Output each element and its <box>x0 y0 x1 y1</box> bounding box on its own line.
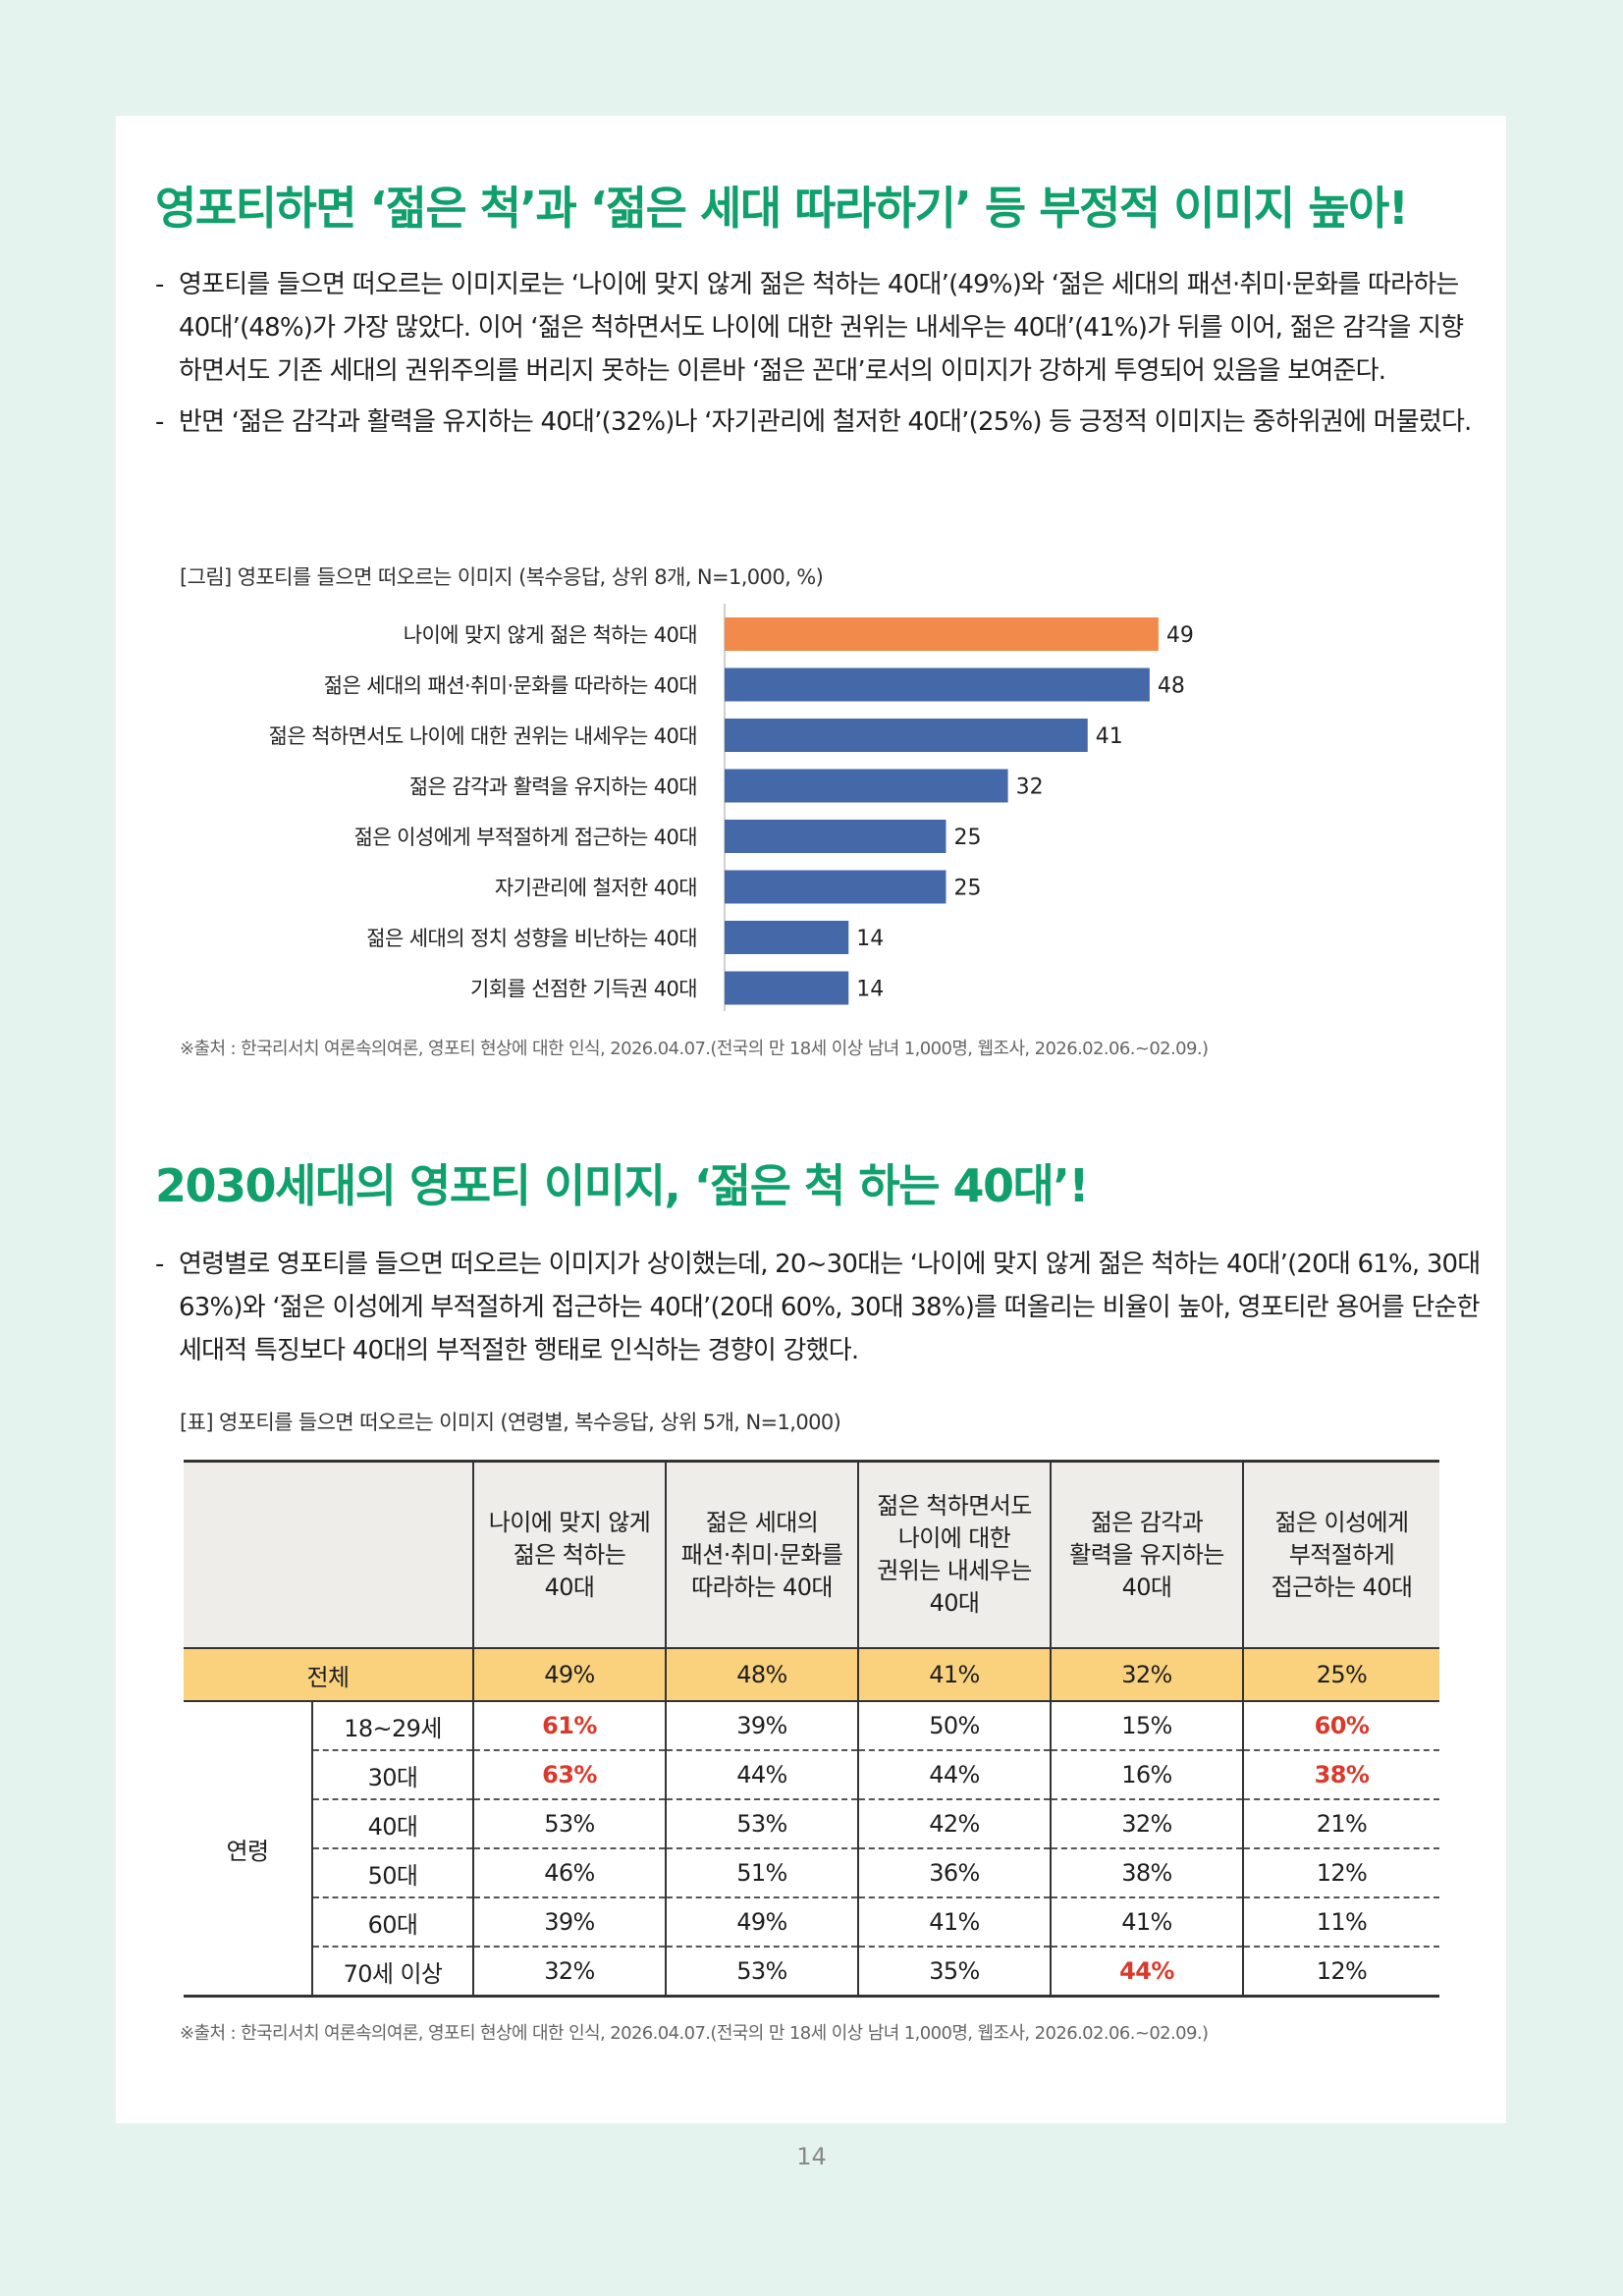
bar-category-label: 젊은 이성에게 부적절하게 접근하는 40대 <box>354 826 697 849</box>
section2-heading: 2030세대의 영포티 이미지, ‘젊은 척 하는 40대’! <box>155 1159 1089 1212</box>
bar-chart: 나이에 맞지 않게 젊은 척하는 40대 49 젊은 세대의 패션·취미·문화를 따… <box>269 604 1194 1011</box>
table-cell: 11% <box>1242 1897 1439 1948</box>
table-cell: 12% <box>1242 1848 1439 1898</box>
bar-category-label: 젊은 감각과 활력을 유지하는 40대 <box>409 775 697 799</box>
table-cell-highlight: 38% <box>1242 1750 1439 1800</box>
table-cell: 41% <box>857 1648 1051 1702</box>
section1-bullet: - 영포티를 들으면 떠오르는 이미지로는 ‘나이에 맞지 않게 젊은 척하는 4… <box>155 270 1464 386</box>
row-label: 50대 <box>311 1848 473 1898</box>
table-cell: 44% <box>665 1750 858 1800</box>
table-cell: 39% <box>665 1701 858 1751</box>
bar-value-label: 14 <box>856 978 884 1002</box>
table-cell: 49% <box>472 1648 666 1702</box>
table-cell: 41% <box>1050 1897 1243 1948</box>
table-total-row: 전체 49% 48% 41% 32% 25% <box>184 1648 1439 1702</box>
table-source: ※출처 : 한국리서치 여론속의여론, 영포티 현상에 대한 인식, 2026.… <box>180 2023 1209 2044</box>
table-header-row: 나이에 맞지 않게 젊은 척하는 40대 젊은 세대의 패션·취미·문화를 따라하는 4… <box>184 1460 1439 1649</box>
bar <box>725 769 1008 803</box>
table-cell: 50% <box>857 1701 1051 1751</box>
table-cell: 53% <box>665 1947 858 1998</box>
table-row: 50대 46% 51% 36% 38% 12% <box>184 1848 1439 1898</box>
table-header-corner <box>184 1460 473 1649</box>
age-table: 나이에 맞지 않게 젊은 척하는 40대 젊은 세대의 패션·취미·문화를 따라하는 4… <box>184 1460 1439 1998</box>
table-cell: 35% <box>857 1947 1051 1998</box>
table-row: 60대 39% 49% 41% 41% 11% <box>184 1897 1439 1948</box>
table-cell: 25% <box>1242 1648 1439 1702</box>
table-cell: 32% <box>472 1947 666 1998</box>
table-cell: 12% <box>1242 1947 1439 1998</box>
group-label: 연령 <box>184 1701 312 1998</box>
row-label: 18~29세 <box>311 1701 473 1751</box>
table-cell: 21% <box>1242 1799 1439 1849</box>
table-cell: 44% <box>857 1750 1051 1800</box>
table-header-cell: 젊은 세대의 패션·취미·문화를 따라하는 40대 <box>665 1460 858 1649</box>
bar-value-label: 32 <box>1016 775 1044 800</box>
table-header-cell: 젊은 이성에게 부적절하게 접근하는 40대 <box>1242 1460 1439 1649</box>
table-cell: 53% <box>665 1799 858 1849</box>
table-header-cell: 젊은 감각과 활력을 유지하는 40대 <box>1050 1460 1243 1649</box>
bar-category-label: 나이에 맞지 않게 젊은 척하는 40대 <box>404 623 697 647</box>
table-row: 연령 18~29세 61% 39% 50% 15% 60% <box>184 1701 1439 1998</box>
section1-bullets: - 영포티를 들으면 떠오르는 이미지로는 ‘나이에 맞지 않게 젊은 척하는 4… <box>155 263 1481 452</box>
table-row: 30대 63% 44% 44% 16% 38% <box>184 1750 1439 1800</box>
section2-bullet: - 연령별로 영포티를 들으면 떠오르는 이미지가 상이했는데, 20~30대는 … <box>155 1250 1481 1365</box>
table-cell: 39% <box>472 1897 666 1948</box>
bar-category-label: 기회를 선점한 기득권 40대 <box>470 978 697 1001</box>
bar <box>725 667 1150 702</box>
table-cell: 16% <box>1050 1750 1243 1800</box>
row-label: 30대 <box>311 1750 473 1800</box>
table-cell: 51% <box>665 1848 858 1898</box>
table-cell-highlight: 61% <box>472 1701 666 1751</box>
table-cell: 42% <box>857 1799 1051 1849</box>
table-cell: 32% <box>1050 1799 1243 1849</box>
section2-bullets: - 연령별로 영포티를 들으면 떠오르는 이미지가 상이했는데, 20~30대는 … <box>155 1243 1481 1380</box>
table-cell: 38% <box>1050 1848 1243 1898</box>
bar-category-label: 젊은 척하면서도 나이에 대한 권위는 내세우는 40대 <box>269 724 697 748</box>
table-cell: 15% <box>1050 1701 1243 1751</box>
bar-value-label: 49 <box>1166 623 1194 648</box>
table-header-cell: 나이에 맞지 않게 젊은 척하는 40대 <box>472 1460 666 1649</box>
bar-value-label: 48 <box>1158 674 1185 699</box>
table-cell: 49% <box>665 1897 858 1948</box>
table-cell: 46% <box>472 1848 666 1898</box>
table-header-cell: 젊은 척하면서도 나이에 대한 권위는 내세우는 40대 <box>857 1460 1051 1649</box>
bar <box>725 870 947 904</box>
bar <box>725 820 947 853</box>
bar-value-label: 14 <box>856 927 884 951</box>
bar <box>725 719 1088 752</box>
table-cell-highlight: 44% <box>1050 1947 1243 1998</box>
figure-source: ※출처 : 한국리서치 여론속의여론, 영포티 현상에 대한 인식, 2026.… <box>180 1039 1209 1059</box>
bar-value-label: 25 <box>953 877 981 901</box>
bar-value-label: 25 <box>953 826 981 850</box>
section1-bullet: - 반면 ‘젊은 감각과 활력을 유지하는 40대’(32%)나 ‘자기관리에 철… <box>155 407 1472 437</box>
bar-category-label: 자기관리에 철저한 40대 <box>495 877 697 900</box>
page-number: 14 <box>796 2143 827 2170</box>
bar-category-label: 젊은 세대의 패션·취미·문화를 따라하는 40대 <box>324 674 697 698</box>
table-cell: 32% <box>1050 1648 1243 1702</box>
row-label: 40대 <box>311 1799 473 1849</box>
section1-heading: 영포티하면 ‘젊은 척’과 ‘젊은 세대 따라하기’ 등 부정적 이미지 높아! <box>155 182 1409 235</box>
table-cell-highlight: 60% <box>1242 1701 1439 1751</box>
table-cell: 41% <box>857 1897 1051 1948</box>
row-label: 60대 <box>311 1897 473 1948</box>
row-label: 70세 이상 <box>311 1947 473 1998</box>
table-cell-highlight: 63% <box>472 1750 666 1800</box>
bar-category-label: 젊은 세대의 정치 성향을 비난하는 40대 <box>366 927 697 950</box>
bar <box>725 921 849 954</box>
bar <box>725 971 849 1005</box>
table-cell: 53% <box>472 1799 666 1849</box>
table-row: 70세 이상 32% 53% 35% 44% 12% <box>184 1947 1439 1998</box>
bar-value-label: 41 <box>1096 724 1123 749</box>
bar <box>725 617 1159 651</box>
row-label: 전체 <box>184 1648 473 1702</box>
figure-caption: [그림] 영포티를 들으면 떠오르는 이미지 (복수응답, 상위 8개, N=1… <box>180 565 824 589</box>
table-cell: 36% <box>857 1848 1051 1898</box>
table-cell: 48% <box>665 1648 858 1702</box>
table-caption: [표] 영포티를 들으면 떠오르는 이미지 (연령별, 복수응답, 상위 5개,… <box>180 1411 841 1434</box>
table-row: 40대 53% 53% 42% 32% 21% <box>184 1799 1439 1849</box>
